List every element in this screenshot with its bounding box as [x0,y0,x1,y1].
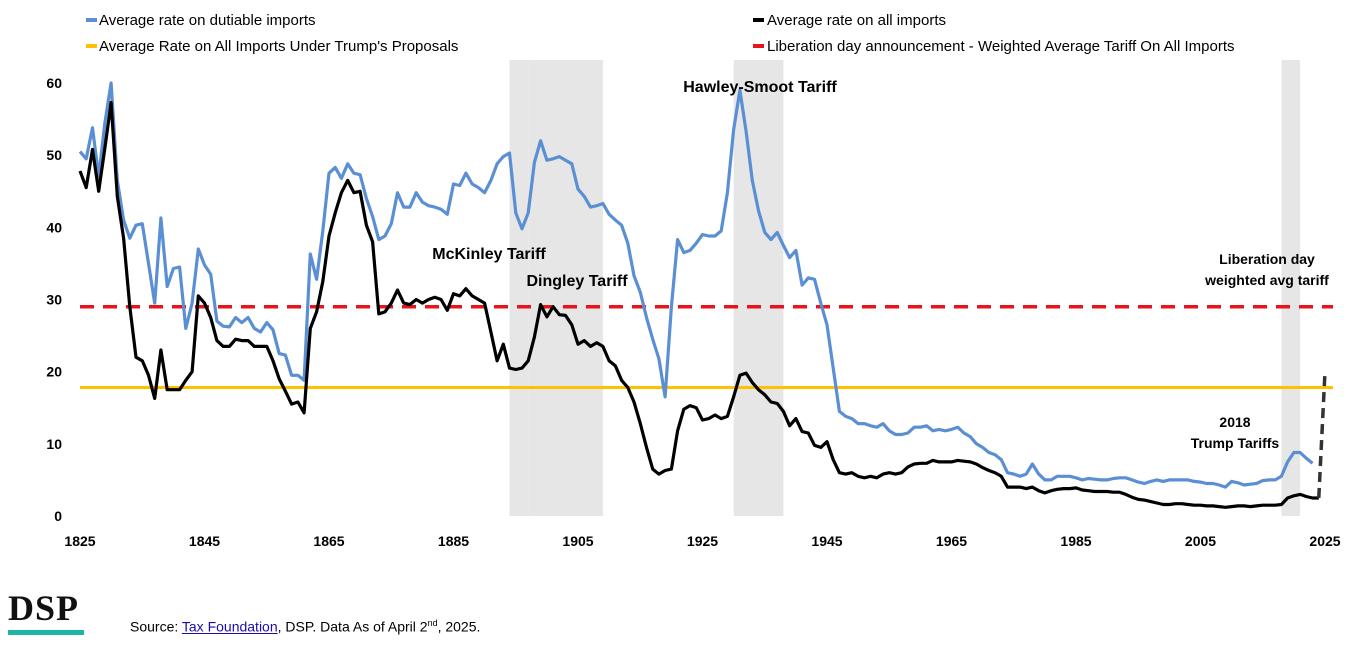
dsp-logo: DSP [8,588,80,628]
x-tick-label-1925: 1925 [687,533,718,549]
legend-label-trump-proposals: Average Rate on All Imports Under Trump'… [99,38,458,55]
annotation-2018-line2: Trump Tariffs [1191,435,1280,451]
source-prefix: Source: [130,618,182,635]
shaded-period-1 [528,60,603,516]
shaded-period-0 [509,60,529,516]
source-mid: , DSP. Data As of April 2 [277,618,428,635]
legend-item-dutiable: Average rate on dutiable imports [86,12,316,29]
legend: Average rate on dutiable imports Average… [86,12,1235,55]
legend-label-all-imports: Average rate on all imports [767,12,946,29]
shaded-period-3 [1281,60,1301,516]
y-tick-label-50: 50 [46,147,62,163]
plot-area: 0 10 20 30 40 50 60 1825 1845 1865 1885 1905 1925 194… [46,60,1341,549]
legend-item-liberation-day: Liberation day announcement - Weighted A… [753,38,1235,55]
x-tick-label-2005: 2005 [1185,533,1216,549]
y-tick-label-40: 40 [46,219,62,235]
projection-line [1317,371,1327,499]
series-dutiable-line [78,81,1314,489]
annotations: Hawley-Smoot Tariff McKinley Tariff Ding… [432,79,1329,451]
x-tick-label-1985: 1985 [1060,533,1091,549]
annotation-hawley-smoot: Hawley-Smoot Tariff [683,79,837,96]
y-tick-label-60: 60 [46,75,62,91]
series-all-imports-line [78,100,1319,509]
source-sup: nd [427,618,438,628]
source-link-tax-foundation[interactable]: Tax Foundation [181,618,278,635]
x-tick-label-1845: 1845 [189,533,220,549]
x-tick-label-1965: 1965 [936,533,967,549]
x-tick-label-1905: 1905 [562,533,593,549]
y-tick-label-0: 0 [54,508,62,524]
legend-label-liberation-day: Liberation day announcement - Weighted A… [767,38,1235,55]
source-note: Source: Tax Foundation, DSP. Data As of … [130,618,480,635]
y-tick-label-30: 30 [46,292,62,308]
source-suffix: , 2025. [437,618,481,635]
annotation-mckinley: McKinley Tariff [432,246,546,263]
legend-label-dutiable: Average rate on dutiable imports [99,12,316,29]
footer: DSP Source: Tax Foundation, DSP. Data As… [0,588,1353,646]
annotation-dingley: Dingley Tariff [526,273,628,290]
legend-item-all-imports: Average rate on all imports [753,12,946,29]
x-tick-label-1945: 1945 [811,533,842,549]
x-tick-label-2025: 2025 [1309,533,1340,549]
x-tick-label-1825: 1825 [64,533,95,549]
logo-underline [8,630,84,635]
shaded-period-2 [733,60,784,516]
x-tick-label-1865: 1865 [313,533,344,549]
y-tick-label-10: 10 [46,436,62,452]
annotation-2018-line1: 2018 [1219,414,1250,430]
legend-item-trump-proposals: Average Rate on All Imports Under Trump'… [86,38,458,55]
y-tick-label-20: 20 [46,364,62,380]
x-tick-label-1885: 1885 [438,533,469,549]
annotation-liberation-line1: Liberation day [1219,251,1315,267]
annotation-liberation-line2: weighted avg tariff [1204,272,1329,288]
